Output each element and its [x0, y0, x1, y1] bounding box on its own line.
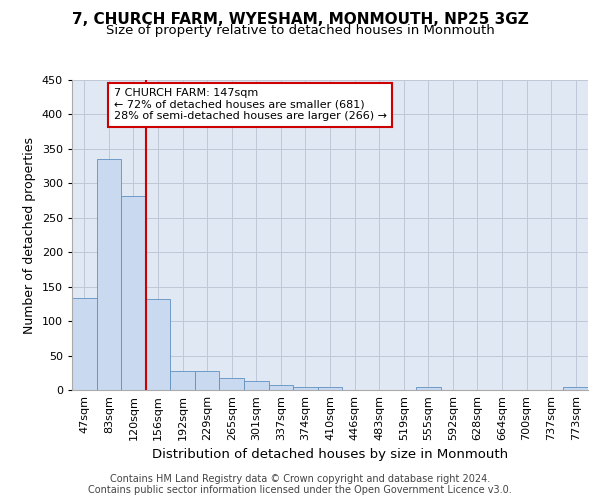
Bar — [244, 381, 269, 390]
Bar — [170, 372, 195, 390]
Bar — [97, 159, 121, 390]
Bar — [72, 298, 97, 390]
Text: 7, CHURCH FARM, WYESHAM, MONMOUTH, NP25 3GZ: 7, CHURCH FARM, WYESHAM, MONMOUTH, NP25 … — [71, 12, 529, 28]
Bar — [563, 387, 588, 390]
Bar — [146, 299, 170, 390]
Bar — [293, 386, 318, 390]
Text: Size of property relative to detached houses in Monmouth: Size of property relative to detached ho… — [106, 24, 494, 37]
Bar — [121, 196, 146, 390]
Text: Contains public sector information licensed under the Open Government Licence v3: Contains public sector information licen… — [88, 485, 512, 495]
Bar — [269, 385, 293, 390]
Text: Contains HM Land Registry data © Crown copyright and database right 2024.: Contains HM Land Registry data © Crown c… — [110, 474, 490, 484]
Y-axis label: Number of detached properties: Number of detached properties — [23, 136, 36, 334]
Bar — [318, 387, 342, 390]
Bar — [220, 378, 244, 390]
Bar — [195, 372, 220, 390]
Bar — [416, 387, 440, 390]
X-axis label: Distribution of detached houses by size in Monmouth: Distribution of detached houses by size … — [152, 448, 508, 462]
Text: 7 CHURCH FARM: 147sqm
← 72% of detached houses are smaller (681)
28% of semi-det: 7 CHURCH FARM: 147sqm ← 72% of detached … — [114, 88, 387, 122]
